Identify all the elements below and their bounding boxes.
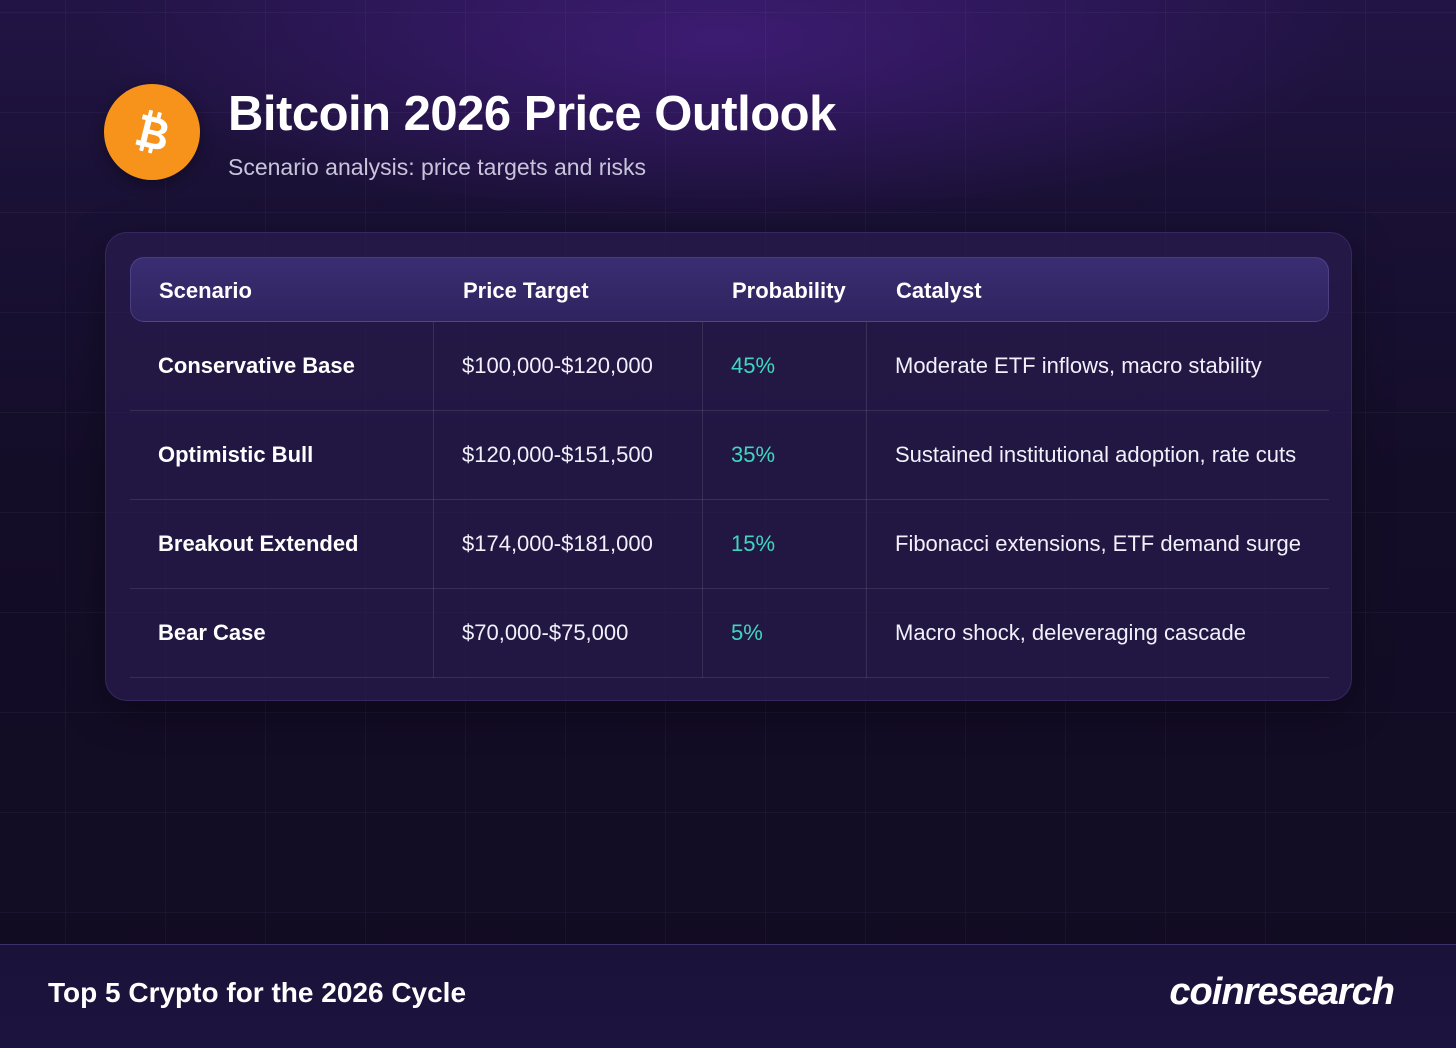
scenario-cell: Conservative Base [158, 353, 355, 378]
column-header-price-target: Price Target [463, 278, 589, 303]
probability-cell: 5% [731, 620, 763, 645]
catalyst-cell: Macro shock, deleveraging cascade [895, 620, 1246, 645]
probability-cell: 35% [731, 442, 776, 467]
bitcoin-logo [104, 84, 200, 180]
price-target-cell: $174,000-$181,000 [462, 531, 653, 556]
price-target-cell: $120,000-$151,500 [462, 442, 653, 467]
footer-title: Top 5 Crypto for the 2026 Cycle [48, 977, 467, 1008]
scenario-cell: Optimistic Bull [158, 442, 314, 467]
catalyst-cell: Moderate ETF inflows, macro stability [895, 353, 1262, 378]
page-title: Bitcoin 2026 Price Outlook [228, 87, 836, 141]
footer-bar: Top 5 Crypto for the 2026 Cycle coinrese… [0, 944, 1456, 1048]
scenario-table-card: Scenario Price Target Probability Cataly… [105, 232, 1352, 701]
table-row: Breakout Extended $174,000-$181,000 15% … [130, 500, 1329, 589]
table-row: Conservative Base $100,000-$120,000 45% … [130, 322, 1329, 411]
brand-logo: coinresearch [1169, 971, 1395, 1013]
column-header-catalyst: Catalyst [896, 278, 982, 303]
catalyst-cell: Sustained institutional adoption, rate c… [895, 442, 1297, 467]
column-header-scenario: Scenario [159, 278, 252, 303]
column-divider [702, 322, 703, 678]
table-header: Scenario Price Target Probability Cataly… [130, 257, 1329, 322]
price-target-cell: $70,000-$75,000 [462, 620, 629, 645]
column-divider [433, 322, 434, 678]
catalyst-cell: Fibonacci extensions, ETF demand surge [895, 531, 1301, 556]
probability-cell: 15% [731, 531, 776, 556]
column-header-probability: Probability [732, 278, 846, 303]
bitcoin-icon [135, 109, 168, 154]
column-divider [866, 322, 867, 678]
scenario-cell: Bear Case [158, 620, 266, 645]
table-row: Optimistic Bull $120,000-$151,500 35% Su… [130, 411, 1329, 500]
table-row: Bear Case $70,000-$75,000 5% Macro shock… [130, 589, 1329, 678]
probability-cell: 45% [731, 353, 776, 378]
price-target-cell: $100,000-$120,000 [462, 353, 653, 378]
page-subtitle: Scenario analysis: price targets and ris… [228, 154, 647, 180]
scenario-cell: Breakout Extended [158, 531, 359, 556]
